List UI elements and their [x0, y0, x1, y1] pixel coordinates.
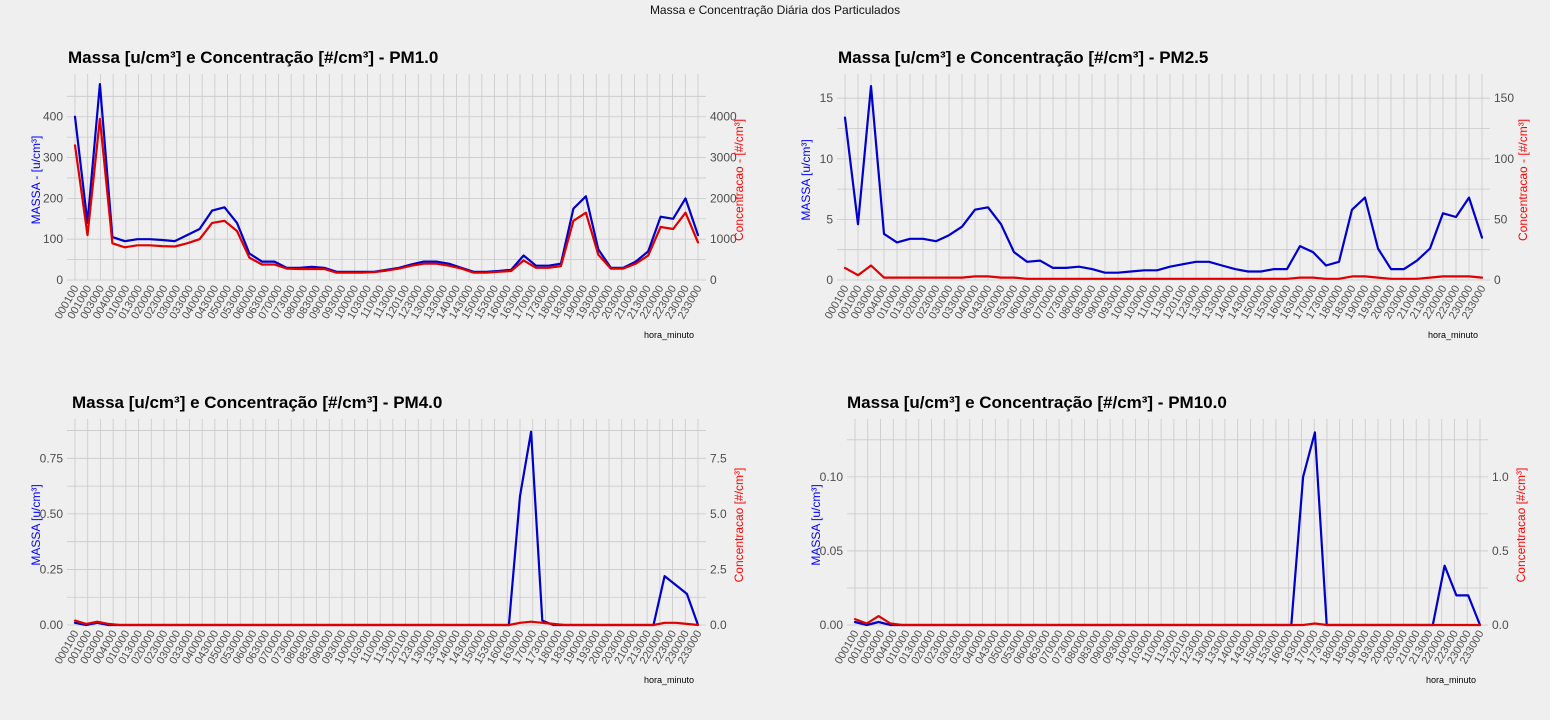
y-tick-left: 400 — [43, 110, 63, 124]
chart-title: Massa [u/cm³] e Concentração [#/cm³] - P… — [847, 393, 1227, 412]
series-line-concentracao — [853, 615, 1482, 627]
y-tick-right: 0 — [710, 273, 717, 287]
y-tick-right: 50 — [1494, 212, 1508, 226]
y-tick-right: 0.5 — [1492, 544, 1509, 558]
y-tick-right: 2.5 — [710, 562, 727, 576]
y-axis-label-left: MASSA [u/cm³] — [809, 484, 823, 565]
chart-svg: Massa [u/cm³] e Concentração [#/cm³] - P… — [29, 48, 746, 340]
chart-pm10: Massa [u/cm³] e Concentração [#/cm³] - P… — [770, 375, 1540, 720]
y-tick-left: 0.05 — [820, 544, 844, 558]
y-tick-right: 2000 — [710, 191, 737, 205]
y-tick-right: 1000 — [710, 232, 737, 246]
x-axis-label: hora_minuto — [644, 330, 694, 340]
chart-svg: Massa [u/cm³] e Concentração [#/cm³] - P… — [29, 393, 746, 685]
series-line-massa — [853, 431, 1482, 627]
y-axis-label-right: Concentracao - [#/cm³] — [732, 119, 746, 241]
y-tick-left: 0.10 — [820, 470, 844, 484]
chart-pm1: Massa [u/cm³] e Concentração [#/cm³] - P… — [0, 30, 770, 375]
y-tick-right: 100 — [1494, 152, 1514, 166]
y-tick-left: 300 — [43, 151, 63, 165]
chart-title: Massa [u/cm³] e Concentração [#/cm³] - P… — [72, 393, 442, 412]
y-tick-right: 5.0 — [710, 507, 727, 521]
x-axis-label: hora_minuto — [644, 675, 694, 685]
series-line-massa — [73, 430, 700, 627]
chart-title: Massa [u/cm³] e Concentração [#/cm³] - P… — [68, 48, 438, 67]
grid — [67, 419, 706, 626]
x-axis-label: hora_minuto — [1426, 675, 1476, 685]
y-tick-left: 0.75 — [40, 451, 64, 465]
y-axis-label-right: Concentracao [#/cm³] — [1514, 468, 1528, 583]
y-tick-right: 0.0 — [710, 618, 727, 632]
y-tick-right: 4000 — [710, 110, 737, 124]
x-axis-label: hora_minuto — [1428, 330, 1478, 340]
y-tick-right: 0.0 — [1492, 618, 1509, 632]
y-tick-right: 150 — [1494, 91, 1514, 105]
chart-svg: Massa [u/cm³] e Concentração [#/cm³] - P… — [799, 48, 1530, 340]
y-axis-label-right: Concentracao [#/cm³] — [732, 468, 746, 583]
series-line-concentracao — [843, 264, 1484, 280]
y-tick-right: 3000 — [710, 151, 737, 165]
y-axis-label-left: MASSA - [u/cm³] — [29, 136, 43, 225]
chart-pm4: Massa [u/cm³] e Concentração [#/cm³] - P… — [0, 375, 770, 720]
grid — [67, 74, 706, 281]
series-line-massa — [843, 84, 1484, 274]
y-tick-left: 0.00 — [40, 618, 64, 632]
y-tick-right: 1.0 — [1492, 470, 1509, 484]
y-axis-label-left: MASSA [u/cm³] — [29, 484, 43, 565]
y-tick-left: 200 — [43, 191, 63, 205]
grid — [847, 419, 1488, 626]
y-tick-left: 0 — [826, 273, 833, 287]
chart-svg: Massa [u/cm³] e Concentração [#/cm³] - P… — [809, 393, 1528, 685]
y-tick-left: 0.50 — [40, 507, 64, 521]
y-tick-left: 0.00 — [820, 618, 844, 632]
y-tick-left: 15 — [820, 91, 834, 105]
chart-pm25: Massa [u/cm³] e Concentração [#/cm³] - P… — [770, 30, 1540, 375]
y-tick-right: 0 — [1494, 273, 1501, 287]
y-tick-left: 100 — [43, 232, 63, 246]
grid — [837, 74, 1490, 281]
y-tick-left: 5 — [826, 212, 833, 226]
y-axis-label-right: Concentracao - [#/cm³] — [1516, 119, 1530, 241]
series-line-concentracao — [73, 117, 700, 274]
y-tick-left: 0.25 — [40, 562, 64, 576]
y-tick-right: 7.5 — [710, 451, 727, 465]
y-tick-left: 10 — [820, 152, 834, 166]
y-tick-left: 0 — [56, 273, 63, 287]
chart-title: Massa [u/cm³] e Concentração [#/cm³] - P… — [838, 48, 1208, 67]
series-line-concentracao — [73, 619, 700, 627]
page-title: Massa e Concentração Diária dos Particul… — [649, 3, 901, 17]
y-axis-label-left: MASSA [u/cm³] — [799, 139, 813, 220]
